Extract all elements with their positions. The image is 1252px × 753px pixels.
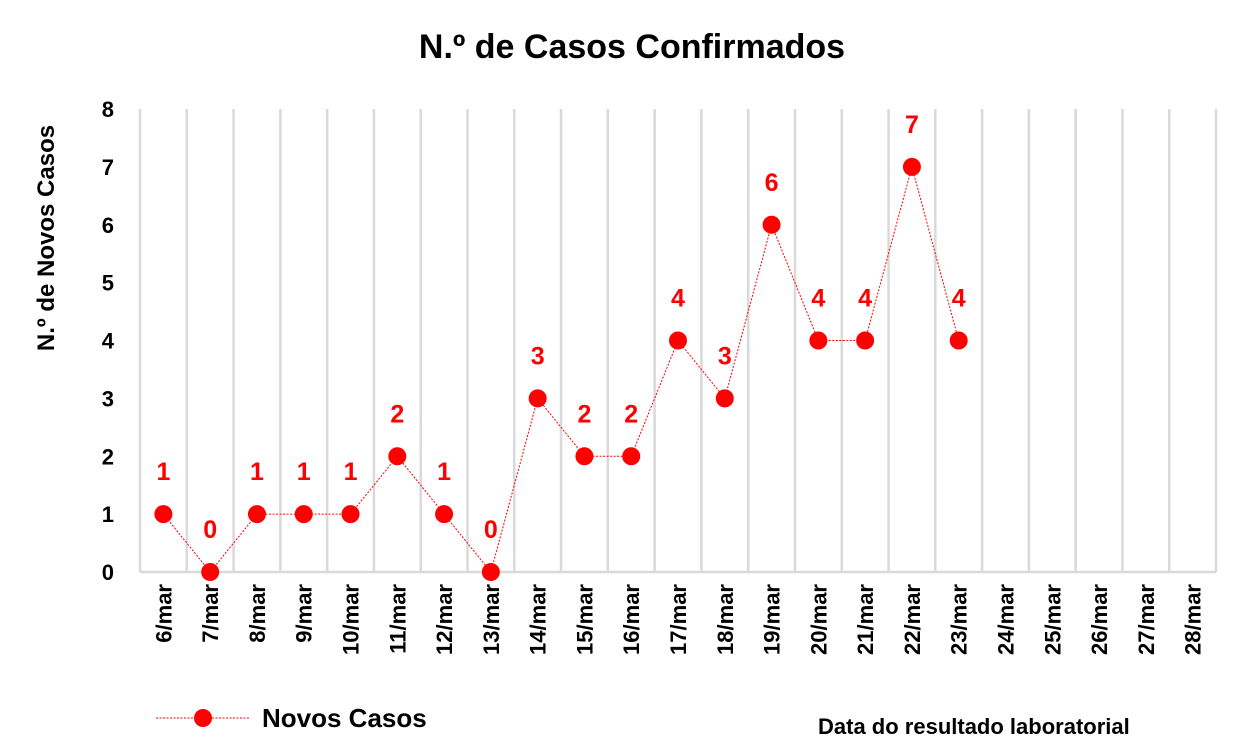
data-label: 2: [390, 400, 404, 428]
data-point: [201, 563, 220, 581]
data-point: [341, 505, 360, 524]
data-label: 4: [811, 285, 825, 313]
x-tick-label: 17/mar: [666, 584, 691, 655]
y-tick-label: 1: [102, 502, 114, 527]
y-axis-ticks: 0 1 2 3 4 5 6 7 8: [102, 97, 115, 585]
data-label: 0: [203, 516, 217, 544]
grid: [138, 109, 1218, 574]
data-label: 3: [531, 342, 545, 370]
legend-marker: [194, 709, 212, 727]
x-tick-label: 21/mar: [853, 584, 878, 655]
x-tick-label: 22/mar: [900, 584, 925, 655]
data-point: [528, 389, 547, 408]
data-point: [809, 331, 828, 350]
x-tick-label: 8/mar: [245, 584, 270, 643]
y-tick-label: 2: [102, 444, 114, 469]
data-label: 2: [577, 400, 591, 428]
data-label: 4: [858, 285, 872, 313]
data-label: 1: [250, 458, 264, 486]
x-tick-label: 25/mar: [1040, 584, 1065, 655]
x-tick-label: 26/mar: [1087, 584, 1112, 655]
x-tick-label: 12/mar: [432, 584, 457, 655]
data-label: 2: [624, 400, 638, 428]
chart-title: N.º de Casos Confirmados: [419, 28, 845, 66]
y-tick-label: 7: [102, 155, 114, 180]
data-point: [435, 505, 454, 524]
x-tick-label: 16/mar: [619, 584, 644, 655]
x-tick-label: 23/mar: [947, 584, 972, 655]
data-label: 4: [952, 285, 966, 313]
data-point: [388, 447, 407, 466]
x-tick-label: 13/mar: [479, 584, 504, 655]
data-point: [481, 563, 500, 581]
data-label: 1: [297, 458, 311, 486]
x-tick-label: 27/mar: [1134, 584, 1159, 655]
data-point: [856, 331, 875, 350]
y-tick-label: 6: [102, 213, 114, 238]
x-tick-label: 14/mar: [526, 584, 551, 655]
x-axis-label: Data do resultado laboratorial: [818, 714, 1130, 739]
data-point: [154, 505, 173, 524]
data-label: 1: [344, 458, 358, 486]
data-point: [949, 331, 968, 350]
x-tick-label: 19/mar: [760, 584, 785, 655]
y-tick-label: 4: [102, 329, 115, 354]
data-label: 3: [718, 342, 732, 370]
y-axis-label: N.º de Novos Casos: [33, 125, 60, 351]
data-label: 1: [156, 458, 170, 486]
data-point: [669, 331, 687, 350]
x-tick-label: 9/mar: [292, 584, 317, 643]
data-label: 0: [484, 516, 498, 544]
x-axis-ticks: 6/mar 7/mar 8/mar 9/mar 10/mar 11/mar 12/mar 13…: [151, 584, 1205, 655]
data-point: [575, 447, 594, 466]
data-point: [762, 215, 781, 234]
data-point: [294, 505, 313, 524]
x-tick-label: 18/mar: [713, 584, 738, 655]
data-label: 4: [671, 285, 685, 313]
data-point: [622, 447, 641, 466]
x-tick-label: 15/mar: [572, 584, 597, 655]
data-label: 7: [905, 111, 919, 139]
x-tick-label: 24/mar: [993, 584, 1018, 655]
legend-label: Novos Casos: [262, 703, 427, 733]
series-novos-casos: 1 0 1 1 1 2 1 0 3 2 2 4 3 6 4 4 7 4: [154, 111, 968, 581]
data-label: 6: [765, 169, 779, 197]
x-tick-label: 28/mar: [1181, 584, 1206, 655]
x-tick-label: 20/mar: [806, 584, 831, 655]
data-point: [247, 505, 266, 524]
x-tick-label: 7/mar: [198, 584, 223, 643]
y-tick-label: 3: [102, 386, 114, 411]
data-point: [715, 389, 734, 408]
data-point: [902, 157, 921, 176]
x-tick-label: 11/mar: [385, 584, 410, 654]
x-tick-label: 6/mar: [151, 584, 176, 643]
data-label: 1: [437, 458, 451, 486]
y-tick-label: 0: [102, 560, 114, 585]
legend: Novos Casos: [156, 703, 427, 733]
x-tick-label: 10/mar: [339, 584, 364, 655]
y-tick-label: 8: [102, 97, 114, 122]
y-tick-label: 5: [102, 271, 114, 296]
